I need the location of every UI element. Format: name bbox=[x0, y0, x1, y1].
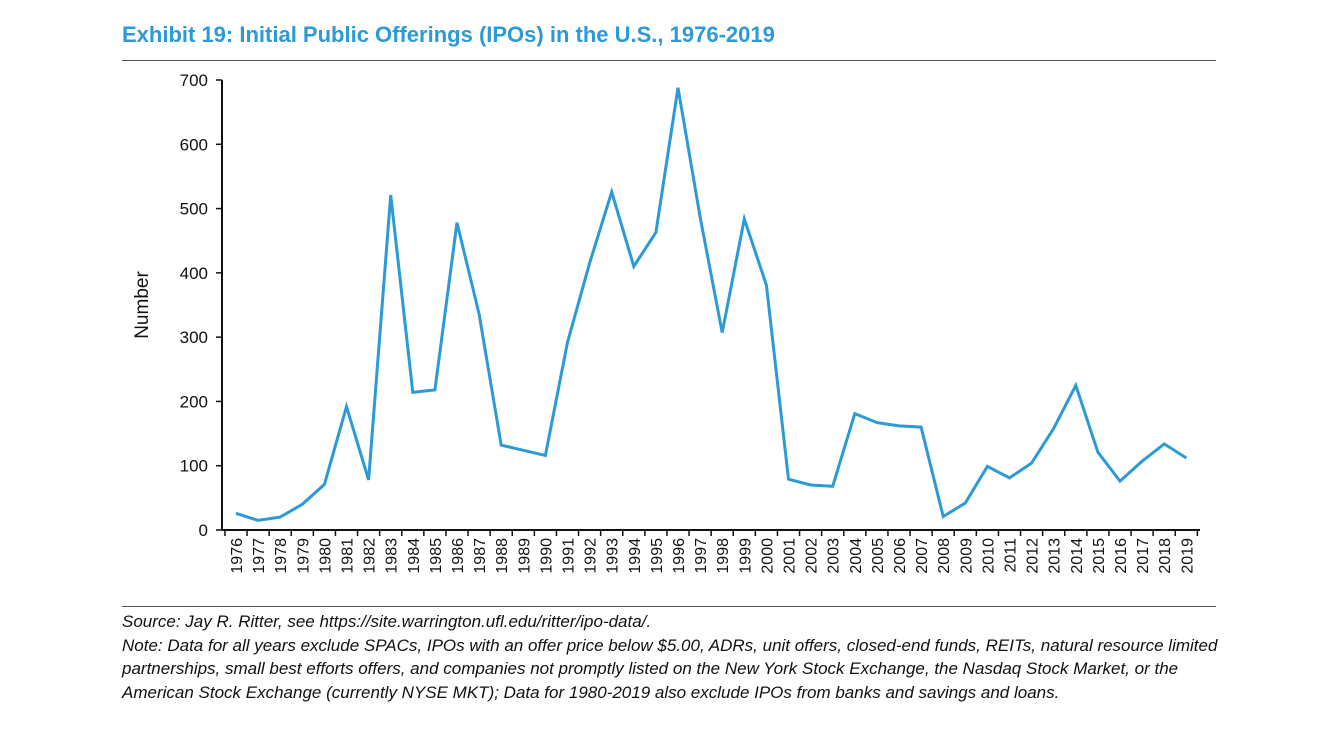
x-tick-label: 1998 bbox=[715, 538, 732, 574]
y-tick-label: 600 bbox=[180, 135, 208, 154]
x-tick-label: 2012 bbox=[1025, 538, 1042, 574]
data-note: Note: Data for all years exclude SPACs, … bbox=[122, 635, 1218, 702]
x-tick-label: 1993 bbox=[605, 538, 622, 574]
x-tick-label: 2003 bbox=[826, 538, 843, 574]
x-tick-label: 1977 bbox=[251, 538, 268, 574]
x-tick-label: 1997 bbox=[693, 538, 710, 574]
y-tick-label: 200 bbox=[180, 392, 208, 411]
x-tick-label: 1984 bbox=[406, 538, 423, 574]
x-tick-label: 2009 bbox=[958, 538, 975, 574]
y-tick-label: 300 bbox=[180, 328, 208, 347]
y-tick-label: 100 bbox=[180, 457, 208, 476]
x-tick-label: 2010 bbox=[980, 538, 997, 574]
x-tick-label: 1989 bbox=[516, 538, 533, 574]
x-tick-label: 1988 bbox=[494, 538, 511, 574]
y-axis: 0 100 200 300 400 500 600 700 bbox=[180, 71, 223, 540]
x-tick-label: 2018 bbox=[1157, 538, 1174, 574]
x-tick-label: 1987 bbox=[472, 538, 489, 574]
x-tick-label: 2013 bbox=[1047, 538, 1064, 574]
x-tick-label: 1994 bbox=[627, 538, 644, 574]
x-tick-label: 2001 bbox=[782, 538, 799, 574]
x-tick-label: 1990 bbox=[538, 538, 555, 574]
source-divider bbox=[122, 606, 1216, 607]
x-tick-label: 2019 bbox=[1179, 538, 1196, 574]
x-tick-label: 1980 bbox=[317, 538, 334, 574]
x-tick-label: 2007 bbox=[914, 538, 931, 574]
x-tick-label: 2016 bbox=[1113, 538, 1130, 574]
x-tick-label: 1981 bbox=[340, 538, 357, 574]
y-tick-label: 700 bbox=[180, 71, 208, 90]
notes-block: Source: Jay R. Ritter, see https://site.… bbox=[122, 610, 1222, 704]
x-tick-label: 2014 bbox=[1069, 538, 1086, 574]
x-tick-label: 1991 bbox=[561, 538, 578, 574]
x-tick-label: 1978 bbox=[273, 538, 290, 574]
series-group bbox=[235, 87, 1188, 522]
x-tick-label: 1983 bbox=[384, 538, 401, 574]
title-divider bbox=[122, 60, 1216, 61]
x-tick-label: 1982 bbox=[362, 538, 379, 574]
chart-title: Exhibit 19: Initial Public Offerings (IP… bbox=[122, 22, 775, 47]
source-note: Source: Jay R. Ritter, see https://site.… bbox=[122, 612, 652, 631]
x-tick-label: 2006 bbox=[892, 538, 909, 574]
x-axis: 1976 1977 1978 1979 1980 1981 1982 1983 1984 1985… bbox=[222, 529, 1200, 574]
x-tick-label: 1985 bbox=[428, 538, 445, 574]
x-tick-label: 1986 bbox=[450, 538, 467, 574]
x-tick-label: 1996 bbox=[671, 538, 688, 574]
x-tick-label: 1995 bbox=[649, 538, 666, 574]
x-tick-label: 2000 bbox=[759, 538, 776, 574]
y-tick-label: 0 bbox=[199, 521, 208, 540]
x-tick-label: 1999 bbox=[737, 538, 754, 574]
x-tick-label: 2004 bbox=[848, 538, 865, 574]
x-tick-label: 2002 bbox=[804, 538, 821, 574]
y-tick-label: 400 bbox=[180, 264, 208, 283]
series-line bbox=[235, 87, 1188, 522]
y-tick-label: 500 bbox=[180, 200, 208, 219]
y-axis-label: Number bbox=[132, 271, 153, 339]
x-tick-label: 1992 bbox=[583, 538, 600, 574]
x-tick-label: 1979 bbox=[295, 538, 312, 574]
x-tick-label: 2005 bbox=[870, 538, 887, 574]
x-tick-label: 1976 bbox=[229, 538, 246, 574]
x-tick-label: 2011 bbox=[1003, 538, 1020, 573]
x-tick-label: 2008 bbox=[936, 538, 953, 574]
x-tick-label: 2017 bbox=[1135, 538, 1152, 574]
x-tick-label: 2015 bbox=[1091, 538, 1108, 574]
